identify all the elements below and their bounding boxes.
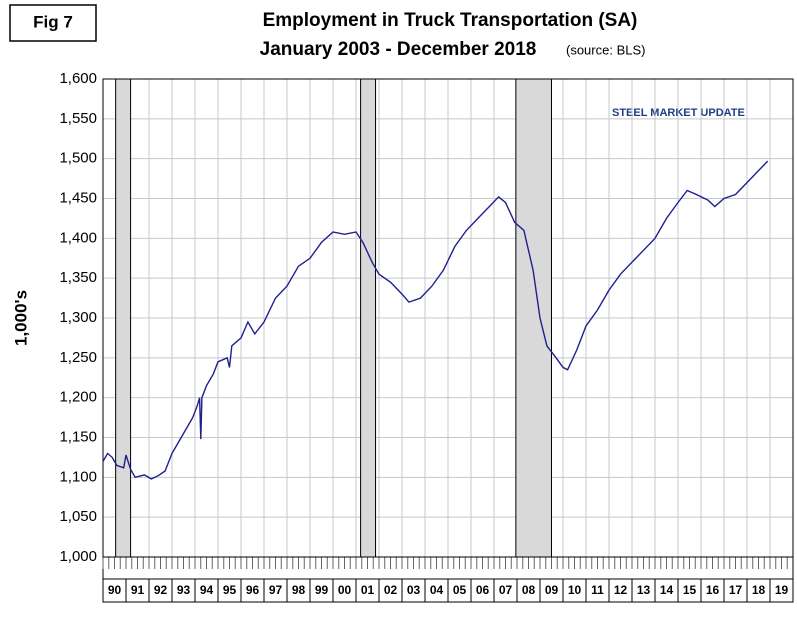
plot-border [102, 78, 794, 558]
x-tick-label: 02 [384, 583, 398, 597]
y-tick-label: 1,550 [59, 110, 97, 127]
x-tick-label: 99 [315, 583, 329, 597]
y-tick-label: 1,050 [59, 508, 97, 525]
x-tick-label: 05 [453, 583, 467, 597]
x-tick-label: 15 [683, 583, 697, 597]
recession-bar [360, 78, 377, 558]
x-tick-label: 04 [430, 583, 444, 597]
x-tick-label: 08 [522, 583, 536, 597]
y-tick-label: 1,600 [59, 70, 97, 87]
x-tick-label: 91 [131, 583, 145, 597]
x-tick-label: 92 [154, 583, 168, 597]
y-axis-label: 1,000's [11, 290, 30, 346]
x-tick-label: 10 [568, 583, 582, 597]
y-tick-label: 1,450 [59, 189, 97, 206]
y-tick-label: 1,300 [59, 309, 97, 326]
chart-title: Employment in Truck Transportation (SA) [263, 10, 638, 31]
y-tick-label: 1,500 [59, 150, 97, 167]
x-tick-label: 14 [660, 583, 674, 597]
x-tick-label: 94 [200, 583, 214, 597]
y-tick-label: 1,400 [59, 229, 97, 246]
x-tick-label: 98 [292, 583, 306, 597]
x-tick-label: 18 [752, 583, 766, 597]
x-tick-label: 03 [407, 583, 421, 597]
x-tick-label: 90 [108, 583, 122, 597]
series-line [102, 160, 769, 480]
figure-label-box [9, 4, 97, 42]
y-tick-label: 1,250 [59, 349, 97, 366]
figure-label: Fig 7 [33, 12, 73, 31]
x-tick-label: 07 [499, 583, 513, 597]
y-tick-label: 1,150 [59, 428, 97, 445]
x-tick-label: 16 [706, 583, 720, 597]
x-tick-label: 06 [476, 583, 490, 597]
x-tick-label: 01 [361, 583, 375, 597]
chart-subtitle: January 2003 - December 2018 [260, 39, 537, 60]
recession-bar [115, 78, 132, 558]
recession-bar [515, 78, 552, 558]
y-tick-label: 1,100 [59, 468, 97, 485]
x-tick-label: 19 [775, 583, 789, 597]
y-tick-label: 1,350 [59, 269, 97, 286]
x-tick-label: 11 [591, 583, 604, 597]
x-tick-label: 00 [338, 583, 352, 597]
x-tick-label: 93 [177, 583, 191, 597]
x-tick-label: 95 [223, 583, 237, 597]
y-tick-label: 1,000 [59, 548, 97, 565]
x-tick-label: 09 [545, 583, 559, 597]
x-tick-label: 96 [246, 583, 260, 597]
x-tick-label: 17 [729, 583, 743, 597]
x-tick-label: 13 [637, 583, 651, 597]
y-tick-label: 1,200 [59, 389, 97, 406]
x-tick-label: 97 [269, 583, 283, 597]
x-tick-label: 12 [614, 583, 628, 597]
source: (source: BLS) [566, 42, 645, 57]
